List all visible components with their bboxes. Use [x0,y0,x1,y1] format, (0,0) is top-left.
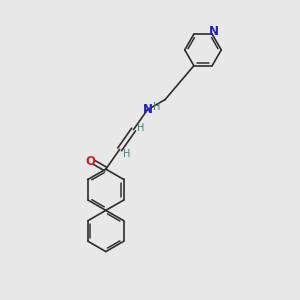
Text: O: O [86,154,96,167]
Text: N: N [142,103,152,116]
Text: N: N [208,25,219,38]
Text: H: H [153,102,160,112]
Text: H: H [123,149,131,159]
Text: H: H [137,123,145,133]
